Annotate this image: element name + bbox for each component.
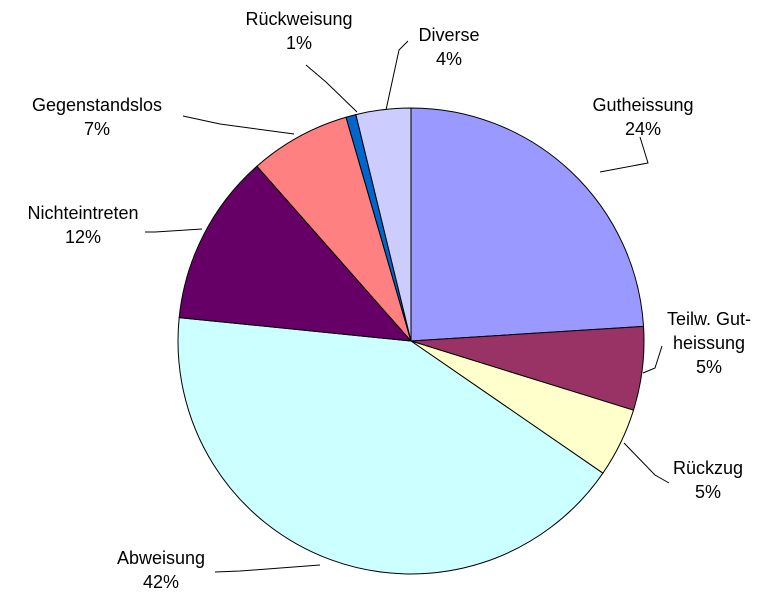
pie-slice-abweisung <box>177 317 604 575</box>
slice-percent-nichteintreten: 12% <box>65 227 101 247</box>
pie-slice-nichteintreten <box>178 165 413 342</box>
slice-label-rueckweisung: Rückweisung 1% <box>245 9 352 53</box>
slice-label-rueckzug: Rückzug 5% <box>673 458 743 502</box>
leader-line-rueckzug <box>623 442 670 484</box>
slice-name-abweisung: Abweisung <box>117 548 205 568</box>
slice-name-gutheissung: Gutheissung <box>592 95 693 115</box>
slice-percent-teilw-gut-heissung: 5% <box>696 357 722 377</box>
slice-percent-abweisung: 42% <box>143 572 179 592</box>
slice-name-nichteintreten: Nichteintreten <box>27 203 138 223</box>
label-leader-lines <box>145 40 670 573</box>
slice-label-abweisung: Abweisung 42% <box>117 548 205 592</box>
slice-percent-gegenstandslos: 7% <box>84 119 110 139</box>
slice-percent-rueckzug: 5% <box>695 482 721 502</box>
leader-line-nichteintreten <box>145 228 203 233</box>
pie-slices <box>177 107 645 575</box>
leader-line-gegenstandslos <box>182 115 295 135</box>
leader-line-gutheissung <box>599 136 649 173</box>
slice-label-nichteintreten: Nichteintreten 12% <box>27 203 138 247</box>
leader-line-teilw-gut-heissung <box>642 345 663 374</box>
slice-name-diverse: Diverse <box>418 25 479 45</box>
slice-percent-diverse: 4% <box>436 49 462 69</box>
slice-name-teilw-gut-heissung: heissung <box>673 333 745 353</box>
pie-slice-gutheissung <box>410 107 645 342</box>
pie-slice-diverse <box>355 107 412 342</box>
slice-name-teilw-gut-heissung: Teilw. Gut- <box>667 309 751 329</box>
slice-label-teilw-gut-heissung: Teilw. Gut-heissung 5% <box>667 309 751 377</box>
pie-slice-gegenstandslos <box>256 116 412 342</box>
slice-label-diverse: Diverse 4% <box>418 25 479 69</box>
slice-label-gegenstandslos: Gegenstandslos 7% <box>32 95 162 139</box>
slice-percent-rueckweisung: 1% <box>286 33 312 53</box>
slice-label-gutheissung: Gutheissung 24% <box>592 95 693 139</box>
slice-name-rueckweisung: Rückweisung <box>245 9 352 29</box>
slice-name-rueckzug: Rückzug <box>673 458 743 478</box>
slice-percent-gutheissung: 24% <box>625 119 661 139</box>
leader-line-rueckweisung <box>305 64 358 113</box>
leader-line-abweisung <box>214 564 321 573</box>
slice-labels: Gutheissung 24%Teilw. Gut-heissung 5%Rückz… <box>27 9 751 592</box>
leader-line-diverse <box>385 40 409 111</box>
slice-name-gegenstandslos: Gegenstandslos <box>32 95 162 115</box>
